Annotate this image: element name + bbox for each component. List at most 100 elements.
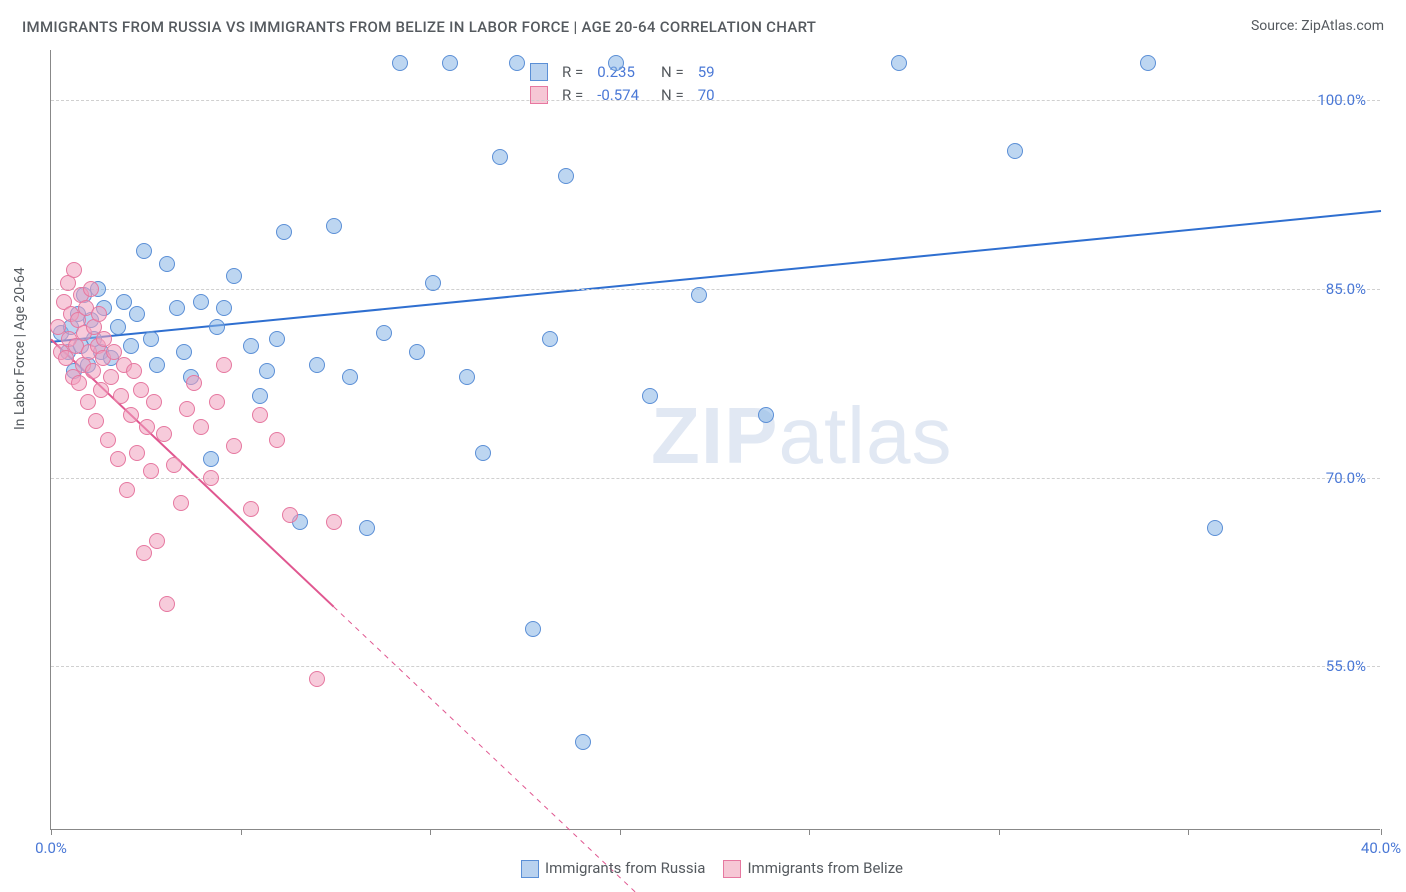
data-point [179,401,195,417]
legend-r-label: R = [556,61,589,82]
data-point [129,445,145,461]
data-point [459,369,475,385]
data-point [203,470,219,486]
data-point [71,375,87,391]
y-tick-label: 55.0% [1326,657,1366,675]
data-point [891,55,907,71]
legend-r-label: R = [556,84,589,105]
data-point [110,451,126,467]
legend-n-label: N = [647,61,690,82]
data-point [442,55,458,71]
data-point [252,388,268,404]
data-point [176,344,192,360]
legend-n-label: N = [647,84,690,105]
data-point [91,306,107,322]
data-point [66,262,82,278]
data-point [525,621,541,637]
data-point [110,319,126,335]
data-point [558,168,574,184]
x-tick [809,829,810,835]
data-point [1207,520,1223,536]
data-point [309,357,325,373]
data-point [376,325,392,341]
data-point [475,445,491,461]
plot-area: ZIPatlas R =0.235N =59R =-0.574N =70 55.… [50,50,1380,830]
data-point [269,432,285,448]
data-point [542,331,558,347]
data-point [193,419,209,435]
data-point [359,520,375,536]
data-point [143,463,159,479]
data-point [575,734,591,750]
data-point [136,545,152,561]
legend-swatch [521,860,539,878]
data-point [691,287,707,303]
legend-n-value: 59 [692,61,721,82]
data-point [123,407,139,423]
data-point [129,306,145,322]
data-point [276,224,292,240]
data-point [203,451,219,467]
data-point [608,55,624,71]
data-point [149,533,165,549]
x-tick [430,829,431,835]
watermark: ZIPatlas [651,390,952,482]
x-tick [51,829,52,835]
data-point [169,300,185,316]
data-point [103,369,119,385]
legend-n-value: 70 [692,84,721,105]
data-point [269,331,285,347]
data-point [209,394,225,410]
data-point [186,375,202,391]
data-point [100,432,116,448]
data-point [136,243,152,259]
data-point [758,407,774,423]
grid-line [51,289,1380,290]
data-point [143,331,159,347]
data-point [126,363,142,379]
x-tick [620,829,621,835]
data-point [226,268,242,284]
data-point [409,344,425,360]
data-point [259,363,275,379]
data-point [226,438,242,454]
legend-swatch [723,860,741,878]
data-point [282,507,298,523]
legend-series-label: Immigrants from Russia [545,859,705,877]
chart-title: IMMIGRANTS FROM RUSSIA VS IMMIGRANTS FRO… [22,18,816,36]
data-point [156,426,172,442]
data-point [326,514,342,530]
x-tick [1381,829,1382,835]
data-point [146,394,162,410]
source-attribution: Source: ZipAtlas.com [1251,18,1384,34]
data-point [216,357,232,373]
data-point [80,394,96,410]
data-point [309,671,325,687]
data-point [193,294,209,310]
grid-line [51,100,1380,101]
x-tick [241,829,242,835]
data-point [425,275,441,291]
x-tick [1188,829,1189,835]
legend-series: Immigrants from Russia Immigrants from Be… [0,859,1406,878]
data-point [123,338,139,354]
regression-lines [51,50,1380,829]
data-point [113,388,129,404]
data-point [1140,55,1156,71]
data-point [342,369,358,385]
y-axis-label: In Labor Force | Age 20-64 [12,267,28,430]
data-point [509,55,525,71]
data-point [166,457,182,473]
legend-series-label: Immigrants from Belize [747,859,903,877]
data-point [243,338,259,354]
legend-r-value: -0.574 [591,84,645,105]
data-point [492,149,508,165]
data-point [216,300,232,316]
grid-line [51,666,1380,667]
x-tick-label: 0.0% [35,839,67,857]
data-point [326,218,342,234]
grid-line [51,478,1380,479]
data-point [139,419,155,435]
data-point [252,407,268,423]
legend-swatch [530,63,548,81]
